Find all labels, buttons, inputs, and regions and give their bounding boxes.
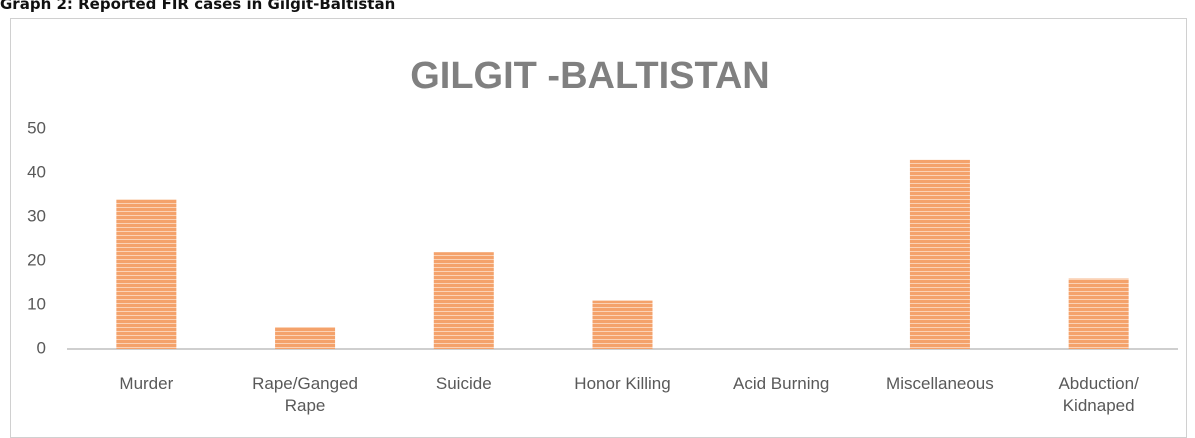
y-tick-label: 50 xyxy=(27,118,46,137)
x-tick-label: Honor Killing xyxy=(574,374,671,393)
x-tick-label: Miscellaneous xyxy=(886,374,994,393)
bar xyxy=(909,159,970,349)
bar xyxy=(592,300,653,349)
chart-title: GILGIT -BALTISTAN xyxy=(410,55,770,97)
bar xyxy=(116,199,177,349)
y-tick-label: 40 xyxy=(27,162,46,181)
bar xyxy=(433,252,494,349)
bar xyxy=(275,327,336,349)
bar xyxy=(1068,278,1129,349)
x-tick-label: Suicide xyxy=(435,374,492,393)
heading: Graph 2: Reported FIR cases in Gilgit-Ba… xyxy=(0,0,396,13)
y-tick-label: 20 xyxy=(27,250,46,269)
y-tick-label: 0 xyxy=(37,338,46,357)
y-tick-label: 30 xyxy=(27,206,46,225)
y-tick-label: 10 xyxy=(27,294,46,313)
x-tick-label: Murder xyxy=(119,374,174,393)
x-tick-label: Abduction/ Kidnaped xyxy=(1058,374,1139,415)
x-tick-label: Rape/Ganged Rape xyxy=(252,374,358,415)
x-tick-label: Acid Burning xyxy=(733,374,830,393)
